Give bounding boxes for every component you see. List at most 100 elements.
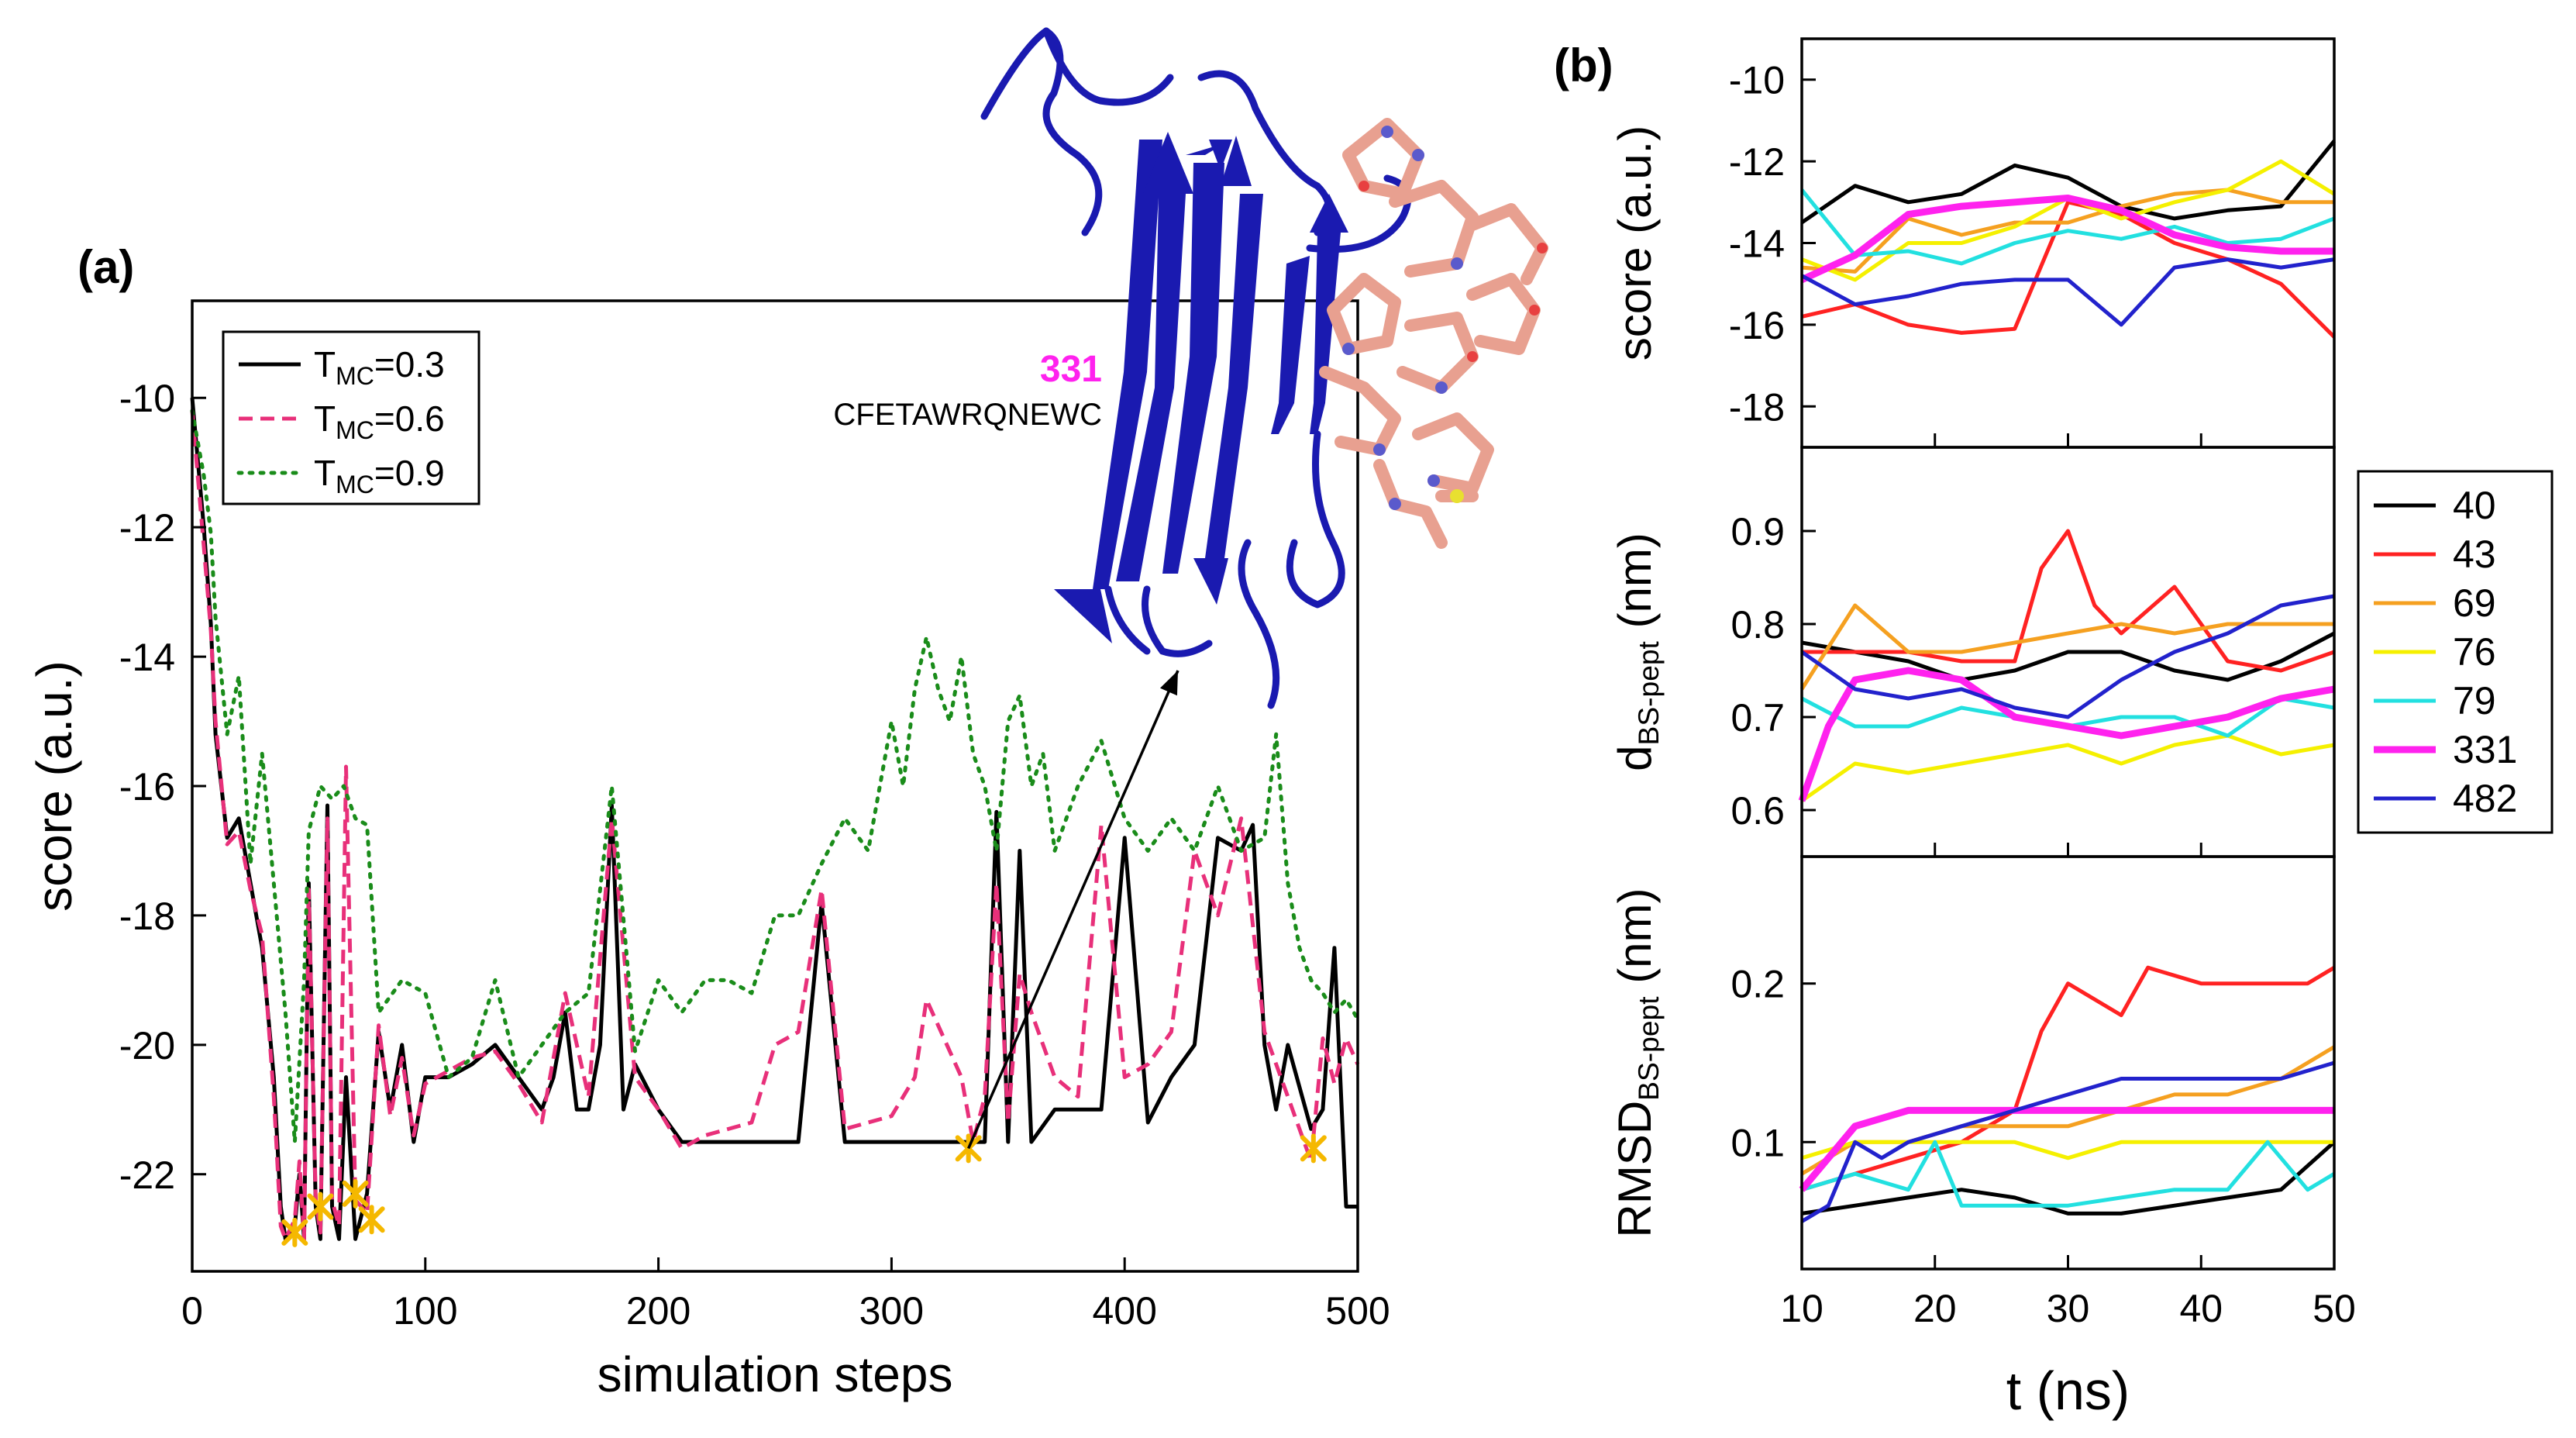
- y-tick-label: 0.8: [1731, 603, 1785, 647]
- legend-text: =0.9: [374, 453, 445, 493]
- legend-text: T: [314, 344, 336, 385]
- y-tick-label: 0.2: [1731, 963, 1785, 1006]
- series-line-482: [1800, 594, 2335, 719]
- series-line-76: [1800, 733, 2335, 803]
- legend-text: T: [314, 398, 336, 439]
- y-tick-label: -18: [119, 895, 175, 938]
- legend-a-label: TMC=0.3: [314, 344, 445, 390]
- series-line-79: [1801, 1140, 2336, 1208]
- x-tick-label: 20: [1913, 1287, 1957, 1330]
- y-axis-label: score (a.u.): [26, 660, 82, 912]
- series-line-40: [1801, 1140, 2336, 1216]
- y-axis-label-part: BS-pept: [1632, 996, 1665, 1101]
- x-tick-label: 10: [1780, 1287, 1824, 1330]
- series-line-TMC0.9: [190, 409, 1360, 1144]
- y-tick-label: -14: [1729, 222, 1785, 266]
- y-axis-label-part: BS-pept: [1632, 640, 1665, 745]
- y-axis-label: score (a.u.): [1609, 126, 1661, 360]
- x-tick-label: 30: [2047, 1287, 2090, 1330]
- series-line-43: [1801, 965, 2336, 1192]
- series-line-40: [1801, 631, 2336, 682]
- series-line-482: [1800, 1060, 2335, 1223]
- star-marker: [342, 1178, 369, 1209]
- legend-b-label: 76: [2453, 630, 2496, 674]
- legend-subscript: MC: [336, 416, 374, 444]
- legend-b-label: 40: [2453, 484, 2496, 527]
- y-tick-label: -10: [119, 377, 175, 420]
- legend-b-label: 79: [2453, 679, 2496, 722]
- x-axis-label: simulation steps: [598, 1347, 953, 1402]
- x-tick-label: 0: [181, 1289, 203, 1333]
- legend-b-label: 69: [2453, 581, 2496, 625]
- y-axis-label-part: score (a.u.): [1609, 126, 1661, 360]
- series-line-69: [1801, 188, 2334, 274]
- series-line-79: [1800, 188, 2335, 266]
- y-tick-label: -16: [119, 765, 175, 809]
- x-tick-label: 40: [2179, 1287, 2223, 1330]
- series-line-331: [1799, 1106, 2334, 1192]
- y-tick-label: 0.7: [1731, 696, 1785, 740]
- y-tick-label: -20: [119, 1024, 175, 1067]
- y-axis-label-part: (nm): [1609, 533, 1661, 641]
- star-marker: [281, 1217, 308, 1247]
- x-tick-label: 50: [2313, 1287, 2356, 1330]
- legend-text: =0.6: [374, 398, 445, 439]
- y-axis-label: dBS-pept (nm): [1609, 533, 1665, 771]
- legend-b-label: 43: [2453, 533, 2496, 576]
- x-tick-label: 300: [859, 1289, 924, 1333]
- annotation-arrow-head: [1159, 671, 1178, 696]
- star-marker: [1300, 1133, 1327, 1164]
- series-line-331: [1798, 667, 2335, 802]
- panel-a-label: (a): [77, 241, 134, 293]
- series-line-331: [1800, 195, 2334, 283]
- y-tick-label: -10: [1729, 59, 1785, 102]
- x-axis-label: t (ns): [2006, 1360, 2130, 1421]
- inset-peptide-sequence: CFETAWRQNEWC: [833, 398, 1102, 432]
- x-tick-label: 100: [393, 1289, 457, 1333]
- y-tick-label: -12: [1729, 140, 1785, 184]
- legend-subscript: MC: [336, 471, 374, 498]
- y-tick-label: -16: [1729, 304, 1785, 347]
- legend-a-label: TMC=0.6: [314, 398, 445, 444]
- y-tick-label: -18: [1729, 385, 1785, 429]
- protein-structure-image: [980, 27, 1548, 709]
- inset-peptide-id: 331: [1040, 349, 1102, 390]
- y-tick-label: -22: [119, 1154, 175, 1197]
- legend-b-label: 331: [2453, 728, 2517, 771]
- series-line-76: [1801, 1140, 2334, 1160]
- series-line-43: [1802, 529, 2335, 673]
- y-tick-label: -14: [119, 636, 175, 679]
- star-marker: [307, 1191, 334, 1222]
- y-tick-label: 0.1: [1731, 1121, 1785, 1164]
- series-line-43: [1801, 200, 2336, 339]
- legend-b: 40 43 69 76 79 331 482: [2357, 470, 2554, 834]
- y-axis-label: RMSDBS-pept (nm): [1609, 888, 1665, 1237]
- legend-subscript: MC: [336, 362, 374, 390]
- y-axis-label-part: score (a.u.): [26, 660, 82, 912]
- series-line-TMC0.6: [190, 410, 1360, 1241]
- annotation-arrow-line: [967, 670, 1180, 1150]
- legend-a-label: TMC=0.9: [314, 453, 445, 498]
- x-tick-label: 200: [626, 1289, 690, 1333]
- x-tick-label: 500: [1325, 1289, 1390, 1333]
- chart-b-middle: 0.6 0.7 0.8 0.9 dBS-pept (nm): [1609, 446, 2336, 858]
- y-tick-label: 0.9: [1731, 510, 1785, 553]
- chart-a: -22 -20 -18 -16 -14 -12 -10 0 100 200 300 400 500 sim…: [26, 299, 1390, 1402]
- y-tick-label: 0.6: [1731, 789, 1785, 833]
- legend-text: T: [314, 453, 336, 493]
- series-line-40: [1800, 140, 2336, 225]
- chart-b-bottom: 0.1 0.2 10 20 30 40 50 RMSDBS-pept (nm) t (ns): [1609, 855, 2356, 1421]
- chart-b-top: -18 -16 -14 -12 -10 score (a.u.): [1609, 37, 2336, 449]
- y-axis-label-part: RMSD: [1609, 1101, 1661, 1238]
- panel-b-label: (b): [1554, 40, 1613, 91]
- y-tick-label: -12: [119, 506, 175, 550]
- series-line-482: [1800, 257, 2335, 327]
- legend-b-label: 482: [2453, 777, 2517, 820]
- legend-text: =0.3: [374, 344, 445, 385]
- y-axis-label-part: (nm): [1609, 888, 1661, 996]
- star-marker: [358, 1205, 385, 1235]
- x-tick-label: 400: [1092, 1289, 1156, 1333]
- y-axis-label-part: d: [1609, 745, 1661, 771]
